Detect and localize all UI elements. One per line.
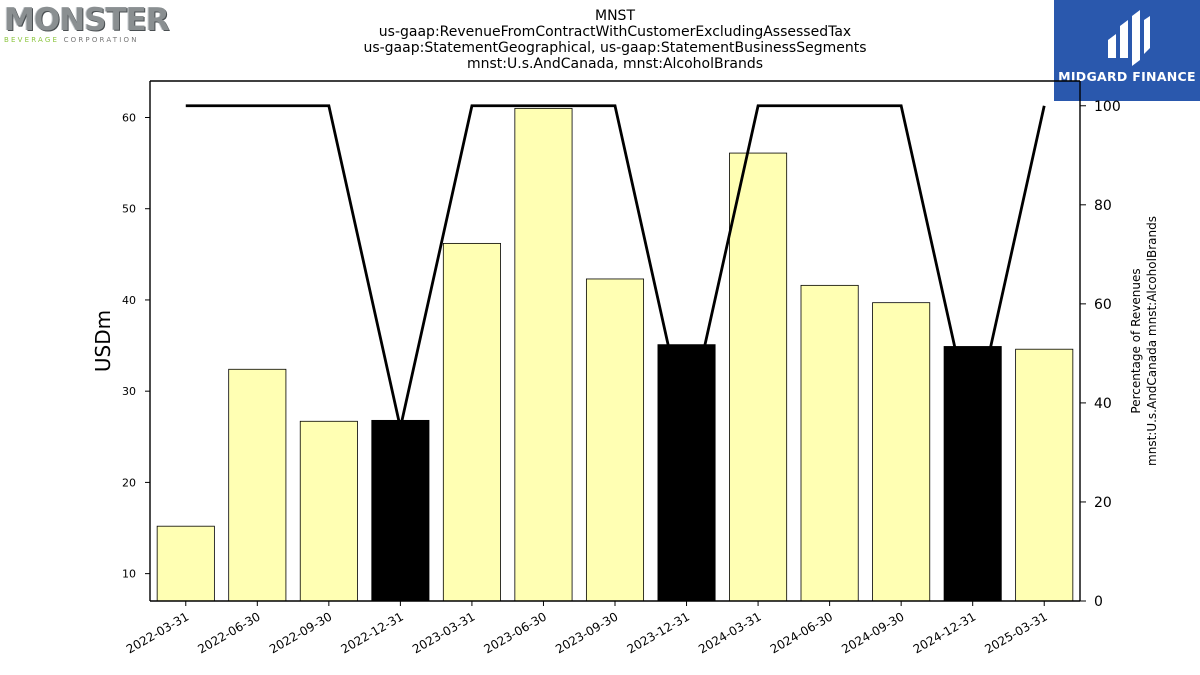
x-tick-label-2023-12-31: 2023-12-31 (625, 609, 692, 656)
bar-2022-06-30 (228, 368, 287, 602)
midgard-finance-logo: MIDGARD FINANCE (1054, 0, 1200, 101)
bar-2024-03-31 (729, 152, 788, 602)
x-tick-label-2023-06-30: 2023-06-30 (482, 609, 549, 656)
y2-tick-label-80: 80 (1094, 198, 1112, 214)
y2-tick-label-0: 0 (1094, 594, 1103, 610)
y2-axis-label-line2: mnst:U.s.AndCanada mnst:AlcoholBrands (1145, 216, 1159, 466)
bar-2023-12-31 (657, 344, 716, 602)
bar-2023-09-30 (585, 278, 645, 602)
bar-2022-03-31 (156, 525, 215, 602)
x-tick-label-2024-06-30: 2024-06-30 (768, 609, 835, 656)
x-tick-label-2022-12-31: 2022-12-31 (338, 609, 405, 656)
monster-logo: MONSTER BEVERAGE CORPORATION (4, 2, 170, 46)
x-tick-label-2022-06-30: 2022-06-30 (195, 609, 262, 656)
x-tick-label-2022-03-31: 2022-03-31 (124, 609, 191, 656)
y-tick-label-40: 40 (122, 294, 136, 307)
x-tick-label-2024-09-30: 2024-09-30 (839, 609, 906, 656)
bar-2025-03-31 (1015, 348, 1074, 602)
bar-2024-12-31 (943, 346, 1002, 602)
midgard-logo-text: MIDGARD FINANCE (1058, 69, 1196, 84)
y2-axis-label-line1: Percentage of Revenues (1129, 268, 1143, 413)
y-tick-label-20: 20 (122, 476, 136, 489)
x-tick-label-2023-09-30: 2023-09-30 (553, 609, 620, 656)
x-tick-label-2024-03-31: 2024-03-31 (696, 609, 763, 656)
y2-tick-label-40: 40 (1094, 396, 1112, 412)
monster-logo-subtitle: BEVERAGE CORPORATION (4, 36, 164, 44)
midgard-emblem-icon (1108, 10, 1150, 66)
title-line-axes: us-gaap:StatementGeographical, us-gaap:S… (363, 40, 867, 56)
y2-tick-label-20: 20 (1094, 495, 1112, 511)
y-tick-label-10: 10 (122, 568, 136, 581)
percentage-line (185, 104, 1046, 428)
x-tick-label-2022-09-30: 2022-09-30 (267, 609, 334, 656)
x-tick-label-2023-03-31: 2023-03-31 (410, 609, 477, 656)
title-line-concept: us-gaap:RevenueFromContractWithCustomerE… (378, 24, 852, 40)
y2-tick-label-60: 60 (1094, 297, 1112, 313)
y-axis-label: USDm (91, 310, 115, 372)
bar-2022-12-31 (371, 419, 430, 602)
bar-2023-06-30 (514, 107, 573, 602)
y-tick-label-60: 60 (122, 111, 136, 124)
bar-2024-06-30 (800, 284, 859, 602)
y2-tick-label-100: 100 (1094, 99, 1121, 115)
bar-2023-03-31 (442, 242, 501, 602)
chart-title: MNST us-gaap:RevenueFromContractWithCust… (315, 8, 915, 72)
x-tick-label-2024-12-31: 2024-12-31 (911, 609, 978, 656)
bar-2024-09-30 (872, 302, 931, 602)
x-tick-label-2025-03-31: 2025-03-31 (982, 609, 1049, 656)
y-tick-label-50: 50 (122, 203, 136, 216)
title-line-ticker: MNST (595, 8, 635, 24)
bar-2022-09-30 (299, 420, 358, 602)
monster-logo-sub-a: BEVERAGE (4, 36, 60, 44)
monster-logo-word: MONSTER (4, 2, 170, 38)
monster-logo-sub-b: CORPORATION (59, 36, 139, 44)
y-tick-label-30: 30 (122, 385, 136, 398)
title-line-members: mnst:U.s.AndCanada, mnst:AlcoholBrands (466, 56, 764, 72)
